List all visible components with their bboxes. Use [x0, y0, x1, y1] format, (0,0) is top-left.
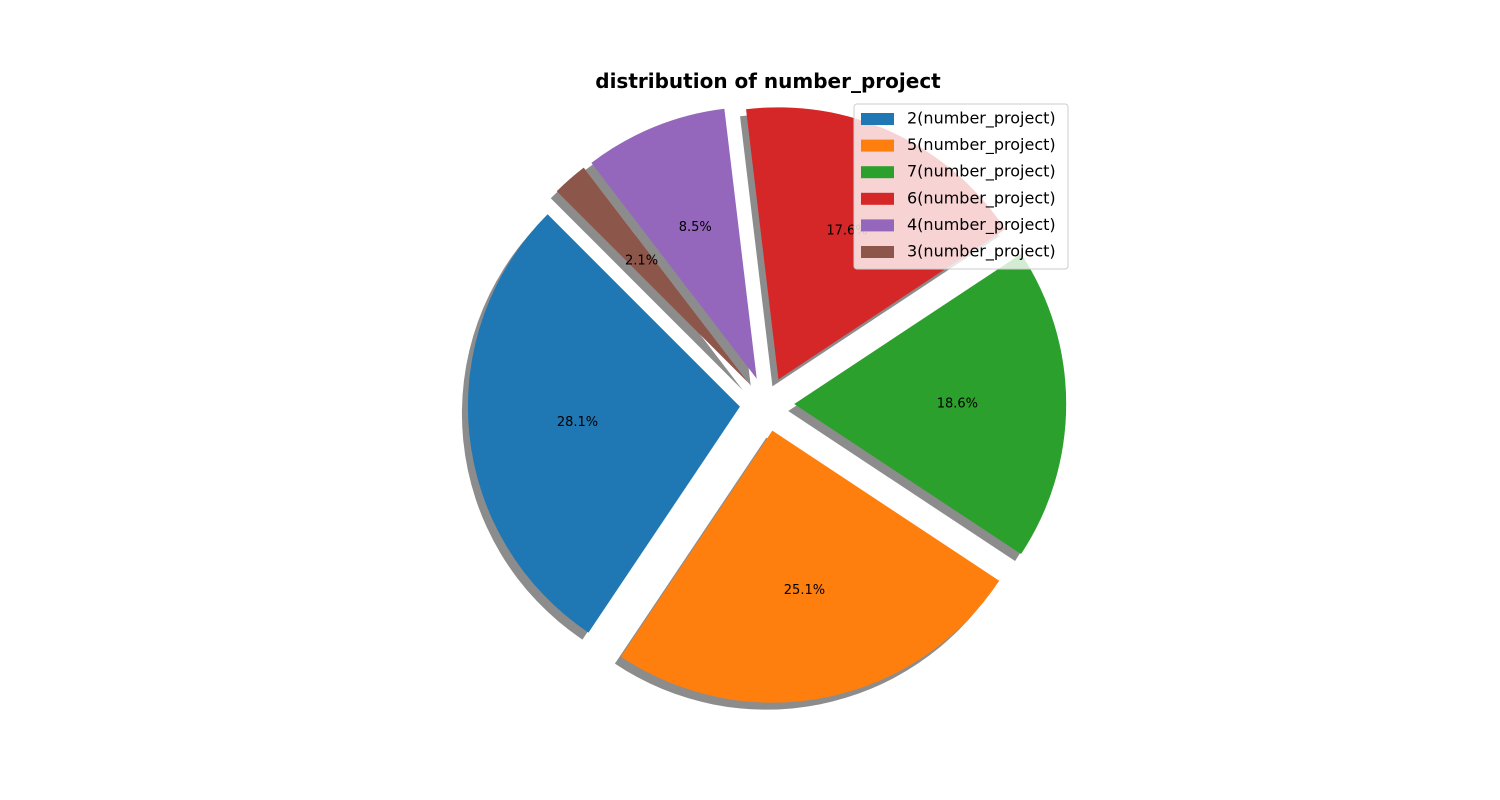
- slice-4-number-project: [591, 108, 757, 379]
- legend-box: [853, 103, 1069, 270]
- legend-label-6-number-project: 6(number_project): [907, 188, 1056, 208]
- legend-label-4-number-project: 4(number_project): [907, 215, 1056, 235]
- legend: 2(number_project) 5(number_project) 7(numb…: [853, 103, 1069, 270]
- slice-5-number-project: [620, 430, 1000, 703]
- legend-swatch-4-number-project: [861, 219, 894, 232]
- percent-label-2-number-project: 28.1%: [557, 415, 598, 430]
- percent-label-5-number-project: 25.1%: [784, 583, 825, 598]
- legend-swatch-2-number-project: [861, 113, 894, 125]
- chart-title: distribution of number_project: [595, 69, 941, 93]
- legend-swatch-6-number-project: [861, 192, 894, 205]
- legend-label-3-number-project: 3(number_project): [907, 242, 1056, 262]
- percent-label-7-number-project: 18.6%: [937, 397, 978, 412]
- slice-7-number-project: [794, 253, 1067, 555]
- percent-labels: 28.1%25.1%18.6%17.6%8.5%2.1%: [557, 220, 978, 598]
- legend-swatch-7-number-project: [861, 166, 894, 179]
- slice-2-number-project: [467, 214, 740, 633]
- percent-label-3-number-project: 2.1%: [625, 253, 658, 268]
- legend-label-7-number-project: 7(number_project): [907, 162, 1056, 182]
- legend-label-5-number-project: 5(number_project): [907, 135, 1056, 155]
- slice-3-number-project: [556, 167, 750, 384]
- legend-label-2-number-project: 2(number_project): [907, 109, 1056, 129]
- legend-swatch-3-number-project: [861, 246, 894, 258]
- legend-swatch-5-number-project: [861, 139, 894, 152]
- percent-label-4-number-project: 8.5%: [679, 220, 712, 235]
